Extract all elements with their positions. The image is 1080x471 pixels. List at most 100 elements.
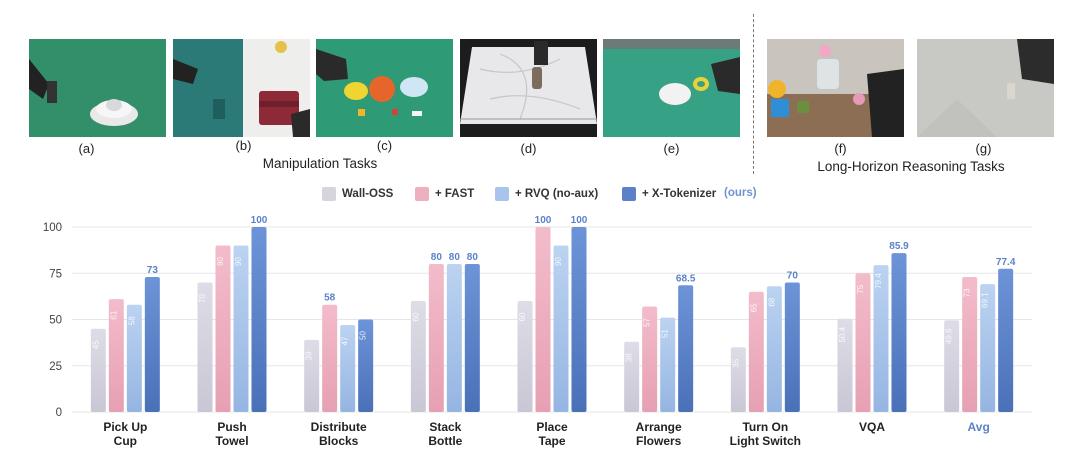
image-label-c: (c): [376, 138, 393, 153]
inner-value-label-rvq-no-aux-avg: 69.1: [981, 292, 990, 308]
inner-value-label-x-tokenizer-distribute-blocks: 50: [359, 331, 368, 340]
bar-x-tokenizer-distribute-blocks: [358, 319, 374, 412]
inner-value-label-fast-arrange-flowers: 57: [643, 318, 652, 327]
bar-wall-oss-pick-up-cup: [90, 328, 106, 412]
bar-x-tokenizer-push-towel: [251, 227, 267, 412]
bar-wall-oss-distribute-blocks: [304, 339, 320, 412]
chart-legend: Wall-OSS + FAST + RVQ (no-aux) + X-Token…: [0, 184, 1080, 204]
task-image-f: [767, 39, 904, 137]
bar-rvq-no-aux-place-tape: [553, 245, 569, 412]
bar-rvq-no-aux-avg: [980, 284, 996, 412]
legend-ours-note: (ours): [724, 187, 757, 199]
bar-wall-oss-place-tape: [517, 301, 533, 412]
x-tick-label-distribute-blocks: Distribute Blocks: [311, 420, 367, 448]
legend-label-fast: + FAST: [435, 188, 475, 200]
section-divider: [753, 14, 754, 174]
x-tick-label-arrange-flowers: Arrange Flowers: [636, 420, 682, 448]
image-label-a: (a): [78, 141, 95, 156]
bar-rvq-no-aux-pick-up-cup: [126, 304, 142, 412]
inner-value-label-fast-vqa: 75: [856, 284, 865, 293]
value-label-x-tokenizer-stack-bottle: 80: [467, 252, 479, 263]
bar-x-tokenizer-pick-up-cup: [144, 276, 160, 412]
legend-item-rvq: + RVQ (no-aux): [495, 184, 598, 204]
bar-fast-avg: [962, 276, 978, 412]
inner-value-label-fast-push-towel: 90: [216, 257, 225, 266]
x-tick-label-turn-on-light-switch: Turn On Light Switch: [730, 420, 801, 448]
legend-swatch-rvq: [495, 187, 509, 201]
value-label-x-tokenizer-avg: 77.4: [996, 257, 1016, 268]
inner-value-label-wall-oss-vqa: 50.4: [838, 326, 847, 342]
value-label-x-tokenizer-vqa: 85.9: [889, 241, 909, 252]
long-horizon-tasks-label: Long-Horizon Reasoning Tasks: [817, 159, 1005, 174]
value-label-x-tokenizer-arrange-flowers: 68.5: [676, 273, 696, 284]
inner-value-label-wall-oss-push-towel: 70: [198, 294, 207, 303]
bar-fast-pick-up-cup: [108, 299, 124, 412]
inner-value-label-wall-oss-place-tape: 60: [518, 312, 527, 321]
bar-wall-oss-arrange-flowers: [624, 341, 640, 412]
y-tick-label-75: 75: [49, 268, 62, 280]
manipulation-tasks-label: Manipulation Tasks: [262, 156, 378, 171]
y-tick-label-25: 25: [49, 361, 62, 373]
bar-fast-place-tape: [535, 227, 551, 412]
inner-value-label-fast-pick-up-cup: 61: [109, 310, 118, 319]
bar-x-tokenizer-place-tape: [571, 227, 587, 412]
bar-rvq-no-aux-turn-on-light-switch: [766, 286, 782, 412]
inner-value-label-rvq-no-aux-distribute-blocks: 47: [341, 336, 350, 345]
value-label-x-tokenizer-push-towel: 100: [251, 215, 268, 226]
bar-fast-arrange-flowers: [642, 306, 658, 412]
task-image-a: [29, 39, 166, 137]
bar-rvq-no-aux-distribute-blocks: [340, 325, 356, 412]
image-label-f: (f): [834, 141, 847, 156]
task-image-d: [460, 39, 597, 137]
x-tick-label-push-towel: Push Towel: [215, 420, 248, 448]
legend-item-wall-oss: Wall-OSS: [322, 184, 393, 204]
bar-wall-oss-stack-bottle: [410, 301, 426, 412]
inner-value-label-fast-avg: 73: [963, 288, 972, 297]
inner-value-label-fast-turn-on-light-switch: 65: [749, 303, 758, 312]
legend-item-xtok: + X-Tokenizer: [622, 184, 716, 204]
bar-x-tokenizer-avg: [998, 268, 1014, 412]
image-label-d: (d): [520, 141, 537, 156]
bar-wall-oss-avg: [944, 320, 960, 412]
legend-swatch-fast: [415, 187, 429, 201]
bar-x-tokenizer-stack-bottle: [464, 264, 480, 412]
inner-value-label-wall-oss-turn-on-light-switch: 35: [731, 358, 740, 367]
bar-x-tokenizer-vqa: [891, 253, 907, 412]
bar-x-tokenizer-arrange-flowers: [678, 285, 694, 412]
image-label-g: (g): [975, 141, 992, 156]
legend-item-fast: + FAST: [415, 184, 474, 204]
task-image-e: [603, 39, 740, 137]
bar-wall-oss-push-towel: [197, 282, 213, 412]
bar-rvq-no-aux-push-towel: [233, 245, 249, 412]
task-image-c: [316, 39, 453, 137]
inner-value-label-wall-oss-pick-up-cup: 45: [91, 340, 100, 349]
bar-fast-push-towel: [215, 245, 231, 412]
inner-value-label-wall-oss-avg: 49.6: [945, 328, 954, 344]
inner-value-label-rvq-no-aux-pick-up-cup: 58: [127, 316, 136, 325]
bar-value-labels: 45 61 58 73 70 90 90 100 39 58 47 50 60 80 80 80 60 100 90…: [91, 215, 1016, 368]
y-tick-label-0: 0: [56, 407, 62, 419]
bar-fast-vqa: [855, 273, 871, 412]
bar-x-tokenizer-turn-on-light-switch: [784, 282, 800, 412]
inner-value-label-wall-oss-distribute-blocks: 39: [305, 351, 314, 360]
bar-wall-oss-vqa: [837, 318, 853, 412]
bar-fast-distribute-blocks: [322, 304, 338, 412]
inner-value-label-rvq-no-aux-push-towel: 90: [234, 257, 243, 266]
legend-swatch-wall-oss: [322, 187, 336, 201]
value-label-x-tokenizer-pick-up-cup: 73: [147, 265, 159, 276]
x-tick-label-vqa: VQA: [859, 420, 885, 434]
legend-label-wall-oss: Wall-OSS: [342, 188, 394, 200]
bar-wall-oss-turn-on-light-switch: [730, 347, 746, 412]
value-label-fast-place-tape: 100: [535, 215, 552, 226]
inner-value-label-rvq-no-aux-turn-on-light-switch: 68: [767, 297, 776, 306]
legend-label-xtok: + X-Tokenizer: [642, 188, 717, 200]
value-label-x-tokenizer-place-tape: 100: [571, 215, 588, 226]
task-image-g: [917, 39, 1054, 137]
bar-rvq-no-aux-arrange-flowers: [660, 317, 676, 412]
bar-fast-turn-on-light-switch: [748, 291, 764, 412]
x-tick-label-avg: Avg: [968, 420, 990, 434]
x-tick-label-place-tape: Place Tape: [536, 420, 568, 448]
bar-rvq-no-aux-stack-bottle: [446, 264, 462, 412]
legend-label-rvq: + RVQ (no-aux): [515, 188, 599, 200]
inner-value-label-rvq-no-aux-arrange-flowers: 51: [661, 329, 670, 338]
